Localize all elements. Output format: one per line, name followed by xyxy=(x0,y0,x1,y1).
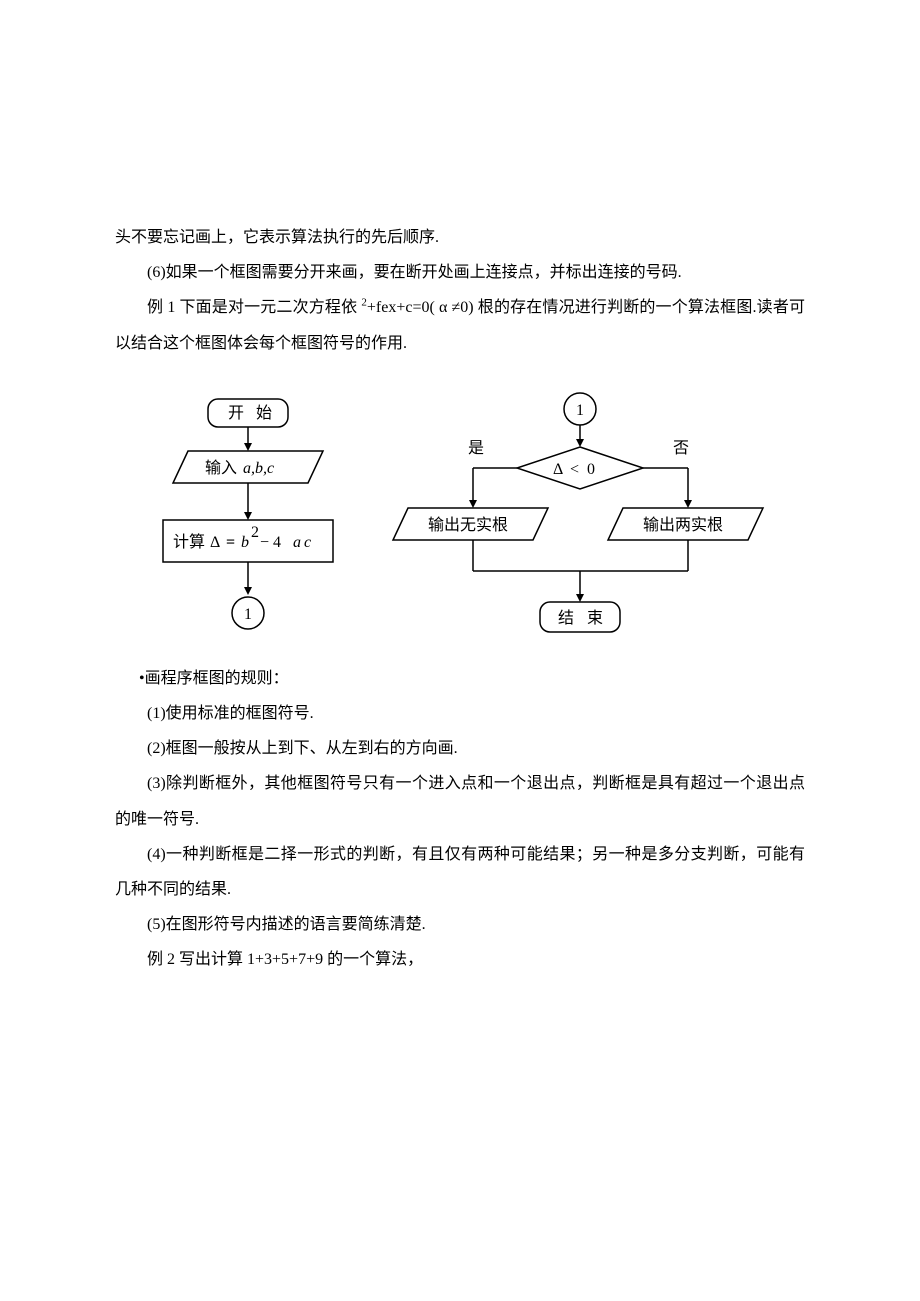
arrowhead-icon xyxy=(469,500,477,508)
decision-lt: < xyxy=(570,461,579,478)
paragraph-rule-4: (4)一种判断框是二择一形式的判断，有且仅有两种可能结果；另一种是多分支判断，可… xyxy=(115,837,805,907)
label-no: 否 xyxy=(673,440,689,457)
input-prefix: 输入 xyxy=(205,459,237,477)
output-left-label: 输出无实根 xyxy=(428,516,508,534)
process-b: b xyxy=(241,534,249,551)
start-label-b: 始 xyxy=(256,404,272,422)
input-vars: a,b,c xyxy=(243,460,274,477)
connector-label: 1 xyxy=(244,606,252,623)
arrowhead-icon xyxy=(576,439,584,447)
ex1-text-a: 例 1 下面是对一元二次方程依 xyxy=(147,299,361,316)
label-yes: 是 xyxy=(468,440,484,457)
paragraph-continuation: 头不要忘记画上，它表示算法执行的先后顺序. xyxy=(115,220,805,255)
node-output-right: 输出两实根 xyxy=(608,508,763,540)
arrowhead-icon xyxy=(576,594,584,602)
output-right-label: 输出两实根 xyxy=(643,516,723,534)
paragraph-example-1: 例 1 下面是对一元二次方程依 2+fex+c=0( α ≠0) 根的存在情况进… xyxy=(115,290,805,360)
flowchart-right: 1 Δ < 0 是 否 xyxy=(383,391,778,651)
process-eq: = xyxy=(226,534,235,551)
node-output-left: 输出无实根 xyxy=(393,508,548,540)
process-prefix: 计算 xyxy=(173,532,205,551)
node-connector-in: 1 xyxy=(564,393,596,425)
node-decision: Δ < 0 xyxy=(517,447,643,489)
connector-label: 1 xyxy=(576,402,584,419)
arrowhead-icon xyxy=(244,443,252,451)
node-input: 输入 a,b,c xyxy=(173,451,323,483)
process-delta: Δ xyxy=(210,534,220,551)
arrowhead-icon xyxy=(244,512,252,520)
decision-delta: Δ xyxy=(553,461,563,478)
process-minus: − 4 xyxy=(260,534,281,551)
arrowhead-icon xyxy=(684,500,692,508)
node-process: 计算 Δ = b 2 − 4 a c xyxy=(163,520,333,562)
node-start: 开 始 xyxy=(208,399,288,427)
decision-zero: 0 xyxy=(587,461,595,478)
flowchart-left: 开 始 输入 a,b,c 计算 Δ = b 2 − xyxy=(143,391,353,651)
start-label-a: 开 xyxy=(228,405,244,422)
paragraph-rule-5: (5)在图形符号内描述的语言要简练清楚. xyxy=(115,907,805,942)
process-a: a xyxy=(293,534,301,551)
end-label-a: 结 xyxy=(558,609,574,627)
node-connector: 1 xyxy=(232,597,264,629)
document-page: 头不要忘记画上，它表示算法执行的先后顺序. (6)如果一个框图需要分开来画，要在… xyxy=(0,0,920,1057)
paragraph-rule-3: (3)除判断框外，其他框图符号只有一个进入点和一个退出点，判断框是具有超过一个退… xyxy=(115,766,805,836)
paragraph-bullet-rules: •画程序框图的规则： xyxy=(115,661,805,696)
paragraph-rule-1: (1)使用标准的框图符号. xyxy=(115,696,805,731)
end-label-b: 束 xyxy=(587,609,603,627)
arrowhead-icon xyxy=(244,587,252,595)
process-c: c xyxy=(304,534,311,551)
flowchart-container: 开 始 输入 a,b,c 计算 Δ = b 2 − xyxy=(115,391,805,651)
paragraph-rule-2: (2)框图一般按从上到下、从左到右的方向画. xyxy=(115,731,805,766)
node-end: 结 束 xyxy=(540,602,620,632)
paragraph-item-6: (6)如果一个框图需要分开来画，要在断开处画上连接点，并标出连接的号码. xyxy=(115,255,805,290)
process-sup: 2 xyxy=(251,524,259,541)
paragraph-example-2: 例 2 写出计算 1+3+5+7+9 的一个算法， xyxy=(115,942,805,977)
